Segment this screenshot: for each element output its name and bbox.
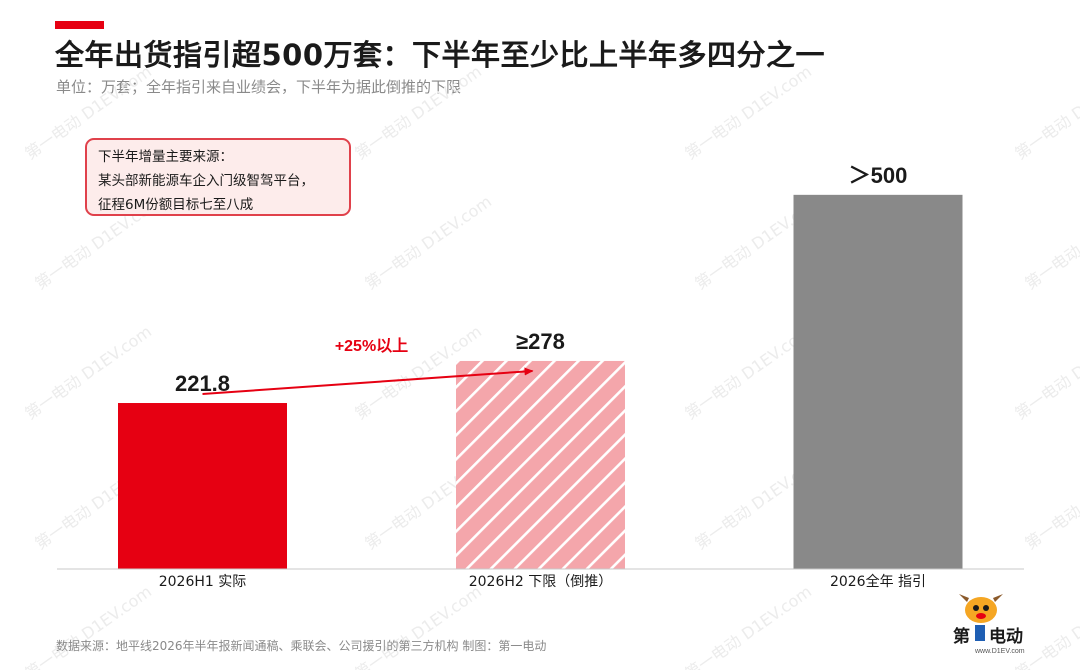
logo-text-left: 第	[953, 626, 970, 647]
x-tick-label-3: 2026全年 指引	[830, 573, 926, 590]
watermark-text: 第一电动 D1EV.com	[21, 582, 155, 670]
watermark-text: 第一电动 D1EV.com	[351, 62, 485, 164]
bar-2	[456, 360, 625, 569]
x-tick-labels: 2026H1 实际 2026H2 下限（倒推） 2026全年 指引	[159, 573, 926, 590]
watermark-text: 第一电动 D1EV.com	[1021, 452, 1080, 554]
growth-annotation: +25%以上	[335, 337, 408, 355]
x-tick-label-1: 2026H1 实际	[159, 574, 247, 590]
logo-text-right: 电动	[989, 626, 1023, 647]
bars-layer	[118, 194, 963, 570]
watermark-text: 第一电动 D1EV.com	[1011, 62, 1080, 164]
bar-3	[793, 194, 963, 570]
x-tick-label-2: 2026H2 下限（倒推）	[469, 574, 613, 590]
callout-box: 下半年增量主要来源： 某头部新能源车企入门级智驾平台， 征程6M份额目标七至八成	[85, 138, 351, 216]
logo-subtext: www.D1EV.com	[974, 648, 1025, 655]
watermark-text: 第一电动 D1EV.com	[1021, 192, 1080, 294]
callout-line-1: 下半年增量主要来源：	[98, 149, 233, 165]
growth-arrow	[202, 367, 534, 396]
title-accent-bar	[55, 21, 104, 29]
value-label-2: ≥278	[516, 329, 565, 354]
watermark-text: 第一电动 D1EV.com	[361, 192, 495, 294]
watermark-text: 第一电动 D1EV.com	[681, 582, 815, 670]
source-note: 数据来源：地平线2026年半年报新闻通稿、乘联会、公司援引的第三方机构 制图：第…	[56, 639, 547, 653]
page-title: 全年出货指引超500万套：下半年至少比上半年多四分之一	[55, 38, 826, 72]
bar-1	[118, 403, 287, 569]
callout-line-2: 某头部新能源车企入门级智驾平台，	[98, 173, 314, 189]
d1ev-logo: 第 电动 www.D1EV.com	[953, 594, 1025, 655]
callout-line-3: 征程6M份额目标七至八成	[98, 197, 254, 213]
page-subtitle: 单位：万套；全年指引来自业绩会，下半年为据此倒推的下限	[56, 78, 462, 96]
watermark-text: 第一电动 D1EV.com	[351, 582, 485, 670]
watermark-text: 第一电动 D1EV.com	[681, 62, 815, 164]
value-label-3: ＞500	[849, 163, 908, 188]
watermark-text: 第一电动 D1EV.com	[1011, 322, 1080, 424]
